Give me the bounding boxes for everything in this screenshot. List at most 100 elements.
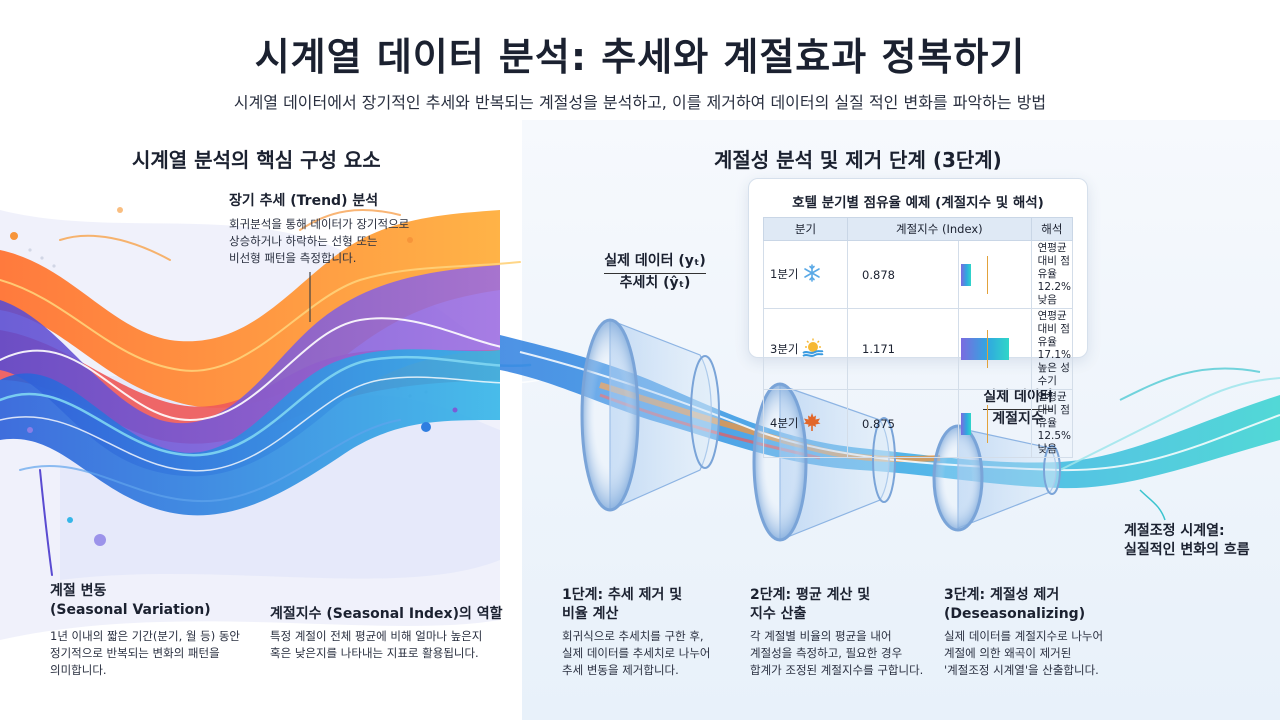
interpretation-line: 17.1% 높은 성수기 <box>1037 349 1071 387</box>
seasonal-description: 1년 이내의 짧은 기간(분기, 월 등) 동안 정기적으로 반복되는 변화의 … <box>50 628 240 679</box>
index-bar-cell <box>957 240 1032 309</box>
page-subtitle: 시계열 데이터에서 장기적인 추세와 반복되는 계절성을 분석하고, 이를 제거… <box>233 93 1047 112</box>
header-quarter: 분기 <box>763 217 848 241</box>
interpretation-cell: 연평균 대비 점유율 12.5% 낮음 <box>1030 389 1074 458</box>
step-desc-line: 실제 데이터를 계절지수로 나누어 <box>944 629 1104 643</box>
index-value-cell: 1.171 <box>846 308 959 390</box>
trend-description: 회귀분석을 통해 데이터가 장기적으로 상승하거나 하락하는 선형 또는 비선형… <box>229 216 409 267</box>
table-row: 1분기 0.878 연평균 대비 점유율 12.2% 낮음 <box>763 240 1074 309</box>
funnel-step-1 <box>580 318 720 512</box>
header-interpretation: 해석 <box>1030 217 1074 241</box>
header-index: 계절지수 (Index) <box>846 217 1032 241</box>
table-row: 3분기 1.171 연평균 대비 점유율 17.1% 높은 성수기 <box>763 308 1074 390</box>
step-desc-line: 합계가 조정된 계절지수를 구합니다. <box>750 663 924 677</box>
interpretation-line: 연평균 대비 점유율 <box>1037 310 1070 348</box>
stream-wisp <box>1119 367 1261 401</box>
interpretation-line: 12.2% 낮음 <box>1037 281 1071 306</box>
step-desc-line: 추세 변동을 제거합니다. <box>562 663 679 677</box>
seasonal-index-description: 특정 계절이 전체 평균에 비해 얼마나 높은지 혹은 낮은지를 나타내는 지표… <box>270 628 482 662</box>
seasonal-index-card: 호텔 분기별 점유율 예제 (계절지수 및 해석) 분기 계절지수 (Index… <box>748 178 1088 458</box>
trend-desc-line: 회귀분석을 통해 데이터가 장기적으로 <box>229 217 410 231</box>
step-desc-line: 각 계절별 비율의 평균을 내어 <box>750 629 892 643</box>
index-desc-line: 혹은 낮은지를 나타내는 지표로 활용됩니다. <box>270 646 479 660</box>
ratio-denominator: 추세치 (ŷₜ) <box>619 275 691 291</box>
interpretation-cell: 연평균 대비 점유율 17.1% 높은 성수기 <box>1030 308 1074 390</box>
right-heading: 계절성 분석 및 제거 단계 (3단계) <box>714 148 1002 172</box>
trend-desc-line: 상승하거나 하락하는 선형 또는 <box>229 234 378 248</box>
step-desc-line: '계절조정 시계열'을 산출합니다. <box>944 663 1099 677</box>
output-line: 실질적인 변화의 흐름 <box>1124 542 1250 558</box>
seasonal-index-table: 분기 계절지수 (Index) 해석 1분기 0.878 연평균 대비 점유율 12.… <box>763 217 1074 458</box>
quarter-cell: 1분기 <box>763 240 848 309</box>
step-title-line: 3단계: 계절성 제거 <box>944 587 1060 603</box>
interpretation-line: 연평균 대비 점유율 <box>1037 391 1070 429</box>
left-heading: 시계열 분석의 핵심 구성 요소 <box>132 148 381 172</box>
bubbles <box>10 207 458 546</box>
trend-desc-line: 비선형 패턴을 측정합니다. <box>229 251 357 265</box>
quarter-label: 1분기 <box>770 267 799 281</box>
maple-leaf-icon <box>802 412 822 435</box>
index-value: 0.875 <box>862 416 895 431</box>
ratio-formula-1: 실제 데이터 (yₜ) 추세치 (ŷₜ) <box>585 252 725 293</box>
step-3-description: 실제 데이터를 계절지수로 나누어 계절에 의한 왜곡이 제거된 '계절조정 시… <box>944 628 1103 679</box>
output-pointer <box>1139 489 1166 521</box>
quarter-label: 4분기 <box>770 416 799 430</box>
seasonal-title-line: 계절 변동 <box>50 583 107 599</box>
snowflake-icon <box>802 263 822 286</box>
page-title: 시계열 데이터 분석: 추세와 계절효과 정복하기 <box>254 35 1026 79</box>
interpretation-line: 연평균 대비 점유율 <box>1037 242 1070 280</box>
trend-band-orange <box>0 210 500 408</box>
sun-icon <box>802 338 824 361</box>
quarter-cell: 3분기 <box>763 308 848 390</box>
index-value: 0.878 <box>862 267 895 282</box>
step-title-line: 2단계: 평균 계산 및 <box>750 587 871 603</box>
step-desc-line: 회귀식으로 추세치를 구한 후, <box>562 629 704 643</box>
table-row: 4분기 0.875 연평균 대비 점유율 12.5% 낮음 <box>763 389 1074 458</box>
seasonal-desc-line: 의미합니다. <box>50 663 107 677</box>
step-title-line: 1단계: 추세 제거 및 <box>562 587 683 603</box>
output-line: 계절조정 시계열: <box>1124 523 1225 539</box>
index-reference-line <box>986 330 988 368</box>
trend-title: 장기 추세 (Trend) 분석 <box>229 193 379 209</box>
output-label: 계절조정 시계열: 실질적인 변화의 흐름 <box>1124 522 1250 560</box>
seasonal-desc-line: 정기적으로 반복되는 변화의 패턴을 <box>50 646 220 660</box>
wave-lines <box>0 209 541 576</box>
ratio-numerator: 실제 데이터 (yₜ) <box>604 252 706 274</box>
index-desc-line: 특정 계절이 전체 평균에 비해 얼마나 높은지 <box>270 629 483 643</box>
step-title-line: (Deseasonalizing) <box>944 606 1086 622</box>
seasonal-title-line: (Seasonal Variation) <box>50 602 211 618</box>
index-value: 1.171 <box>862 342 895 356</box>
step-1-title: 1단계: 추세 제거 및 비율 계산 <box>562 586 682 624</box>
index-reference-line <box>986 255 988 294</box>
step-desc-line: 계절성을 측정하고, 필요한 경우 <box>750 646 903 660</box>
step-1-description: 회귀식으로 추세치를 구한 후, 실제 데이터를 추세치로 나누어 추세 변동을… <box>562 628 711 679</box>
index-value-cell: 0.878 <box>846 240 959 309</box>
step-2-title: 2단계: 평균 계산 및 지수 산출 <box>750 586 870 624</box>
seasonal-desc-line: 1년 이내의 짧은 기간(분기, 월 등) 동안 <box>50 629 240 643</box>
table-header-row: 분기 계절지수 (Index) 해석 <box>763 217 1074 241</box>
step-desc-line: 실제 데이터를 추세치로 나누어 <box>562 646 711 660</box>
seasonal-title: 계절 변동 (Seasonal Variation) <box>50 582 211 620</box>
quarter-cell: 4분기 <box>763 389 848 458</box>
seasonal-band-blue <box>0 349 500 516</box>
index-bar-track <box>960 255 1019 294</box>
interpretation-line: 12.5% 낮음 <box>1037 430 1071 455</box>
index-bar-track <box>960 330 1019 368</box>
index-bar <box>960 338 1009 360</box>
index-bar-cell <box>957 389 1032 458</box>
seasonal-index-title: 계절지수 (Seasonal Index)의 역할 <box>270 606 503 622</box>
index-bar <box>960 412 971 435</box>
step-title-line: 비율 계산 <box>562 606 619 622</box>
quarter-label: 3분기 <box>770 341 799 356</box>
card-title: 호텔 분기별 점유율 예제 (계절지수 및 해석) <box>792 195 1044 211</box>
interpretation-cell: 연평균 대비 점유율 12.2% 낮음 <box>1030 240 1074 309</box>
index-bar-cell <box>957 308 1032 390</box>
step-title-line: 지수 산출 <box>750 606 807 622</box>
step-2-description: 각 계절별 비율의 평균을 내어 계절성을 측정하고, 필요한 경우 합계가 조… <box>750 628 923 679</box>
index-reference-line <box>986 404 988 443</box>
index-bar-track <box>960 404 1019 443</box>
step-3-title: 3단계: 계절성 제거 (Deseasonalizing) <box>944 586 1085 624</box>
index-value-cell: 0.875 <box>846 389 959 458</box>
step-desc-line: 계절에 의한 왜곡이 제거된 <box>944 646 1072 660</box>
index-bar <box>960 263 971 286</box>
